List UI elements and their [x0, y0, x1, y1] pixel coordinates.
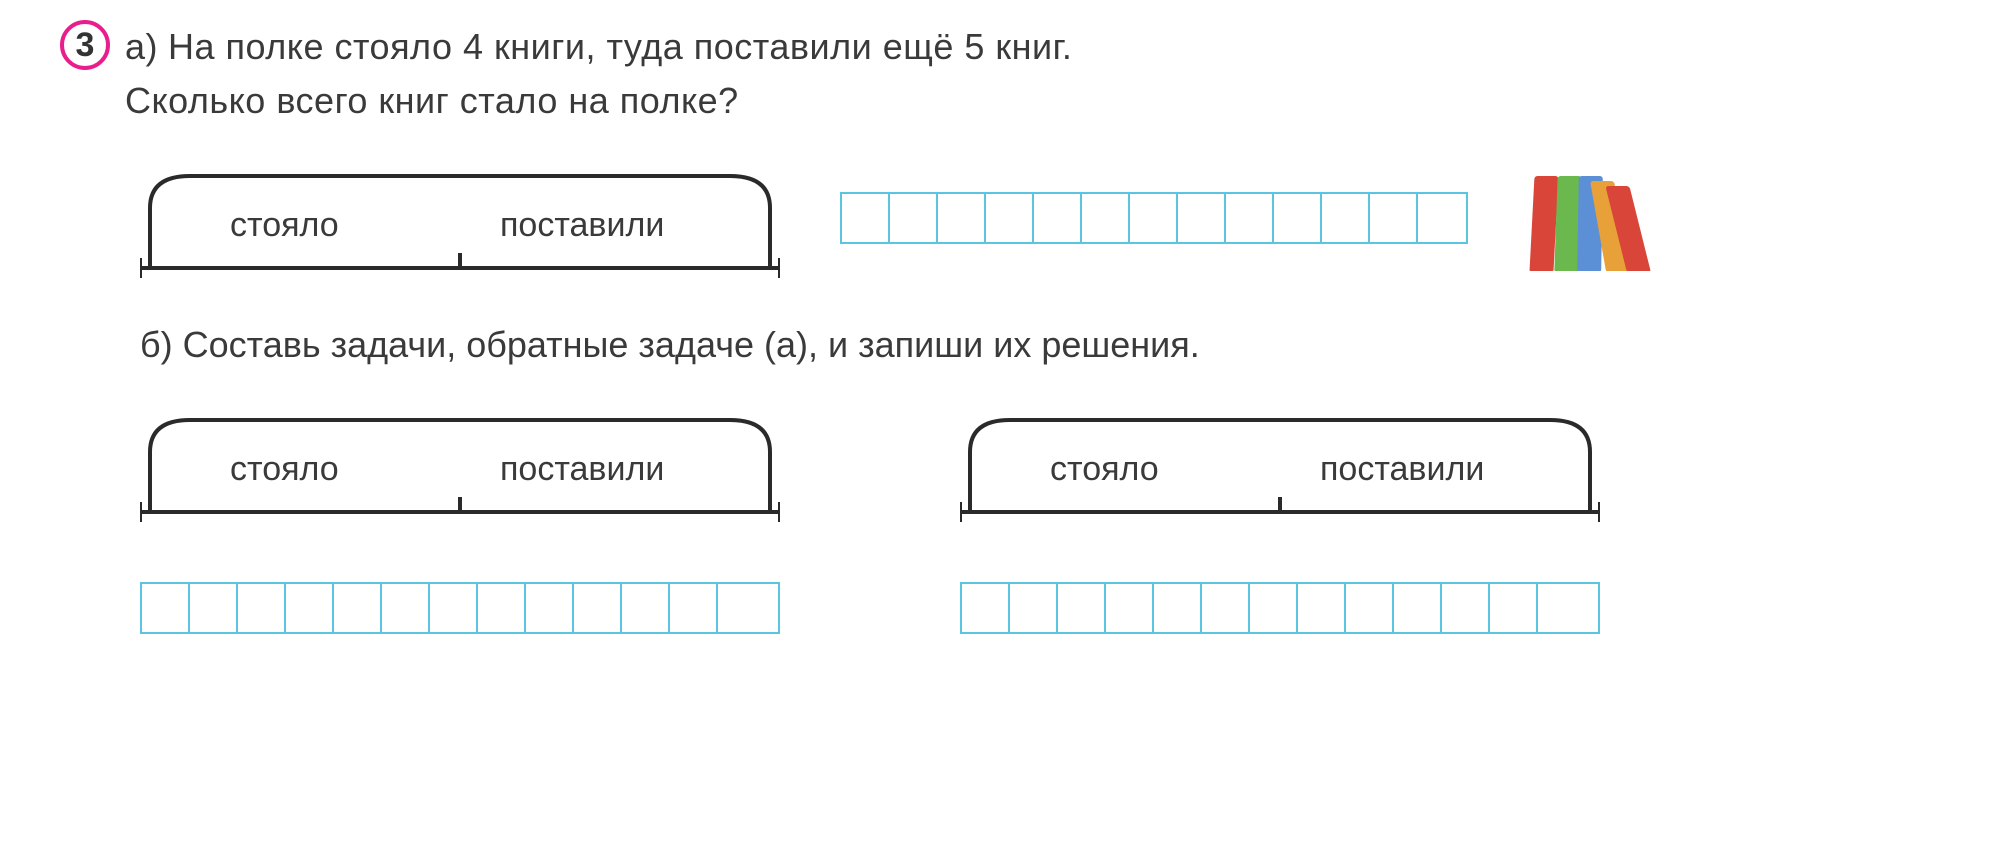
grid-cell[interactable] — [718, 584, 766, 632]
answer-grid-b2[interactable] — [960, 582, 1600, 634]
grid-cell[interactable] — [574, 584, 622, 632]
grid-cell[interactable] — [1442, 584, 1490, 632]
grid-cell[interactable] — [334, 584, 382, 632]
bracket-label-left-b1: стояло — [230, 444, 339, 495]
grid-cell[interactable] — [1178, 194, 1226, 242]
books-icon — [1528, 163, 1638, 273]
answer-grid-b1[interactable] — [140, 582, 780, 634]
problem-text-a: а) На полке стояло 4 книги, туда постави… — [125, 20, 1072, 128]
answer-grid-a[interactable] — [840, 192, 1468, 244]
bracket-label-right-a: поставили — [500, 200, 664, 251]
grid-cell[interactable] — [1394, 584, 1442, 632]
grid-cell[interactable] — [1058, 584, 1106, 632]
grid-cell[interactable] — [430, 584, 478, 632]
bracket-diagram-a: стояло поставили — [140, 158, 780, 278]
grid-cell[interactable] — [1202, 584, 1250, 632]
bottom-row: стояло поставили — [140, 402, 1934, 634]
bracket-label-right-b2: поставили — [1320, 444, 1484, 495]
grid-cell[interactable] — [190, 584, 238, 632]
grid-cell[interactable] — [1154, 584, 1202, 632]
part-b-prefix: б) — [140, 324, 173, 365]
grid-cell[interactable] — [286, 584, 334, 632]
grid-cell[interactable] — [1250, 584, 1298, 632]
grid-cell[interactable] — [1226, 194, 1274, 242]
problem-row-a: 3 а) На полке стояло 4 книги, туда поста… — [60, 20, 1934, 128]
diagram-area-a: стояло поставили — [140, 158, 1934, 278]
grid-cell[interactable] — [238, 584, 286, 632]
grid-cell[interactable] — [1274, 194, 1322, 242]
grid-cell[interactable] — [1370, 194, 1418, 242]
bracket-label-right-b1: поставили — [500, 444, 664, 495]
grid-cell[interactable] — [478, 584, 526, 632]
grid-cell[interactable] — [1106, 584, 1154, 632]
exercise-number-badge: 3 — [60, 20, 110, 70]
bracket-diagram-b2: стояло поставили — [960, 402, 1600, 522]
bracket-diagram-b1: стояло поставили — [140, 402, 780, 522]
section-a: 3 а) На полке стояло 4 книги, туда поста… — [60, 20, 1934, 278]
grid-cell[interactable] — [1490, 584, 1538, 632]
bottom-column-left: стояло поставили — [140, 402, 780, 634]
grid-cell[interactable] — [1034, 194, 1082, 242]
part-a-line1: На полке стояло 4 книги, туда поставили … — [168, 26, 1072, 67]
grid-cell[interactable] — [382, 584, 430, 632]
grid-cell[interactable] — [142, 584, 190, 632]
part-b-text-row: б) Составь задачи, обратные задаче (а), … — [140, 318, 1934, 372]
part-a-line2: Сколько всего книг стало на полке? — [125, 80, 739, 121]
grid-cell[interactable] — [1346, 584, 1394, 632]
grid-cell[interactable] — [622, 584, 670, 632]
grid-cell[interactable] — [1322, 194, 1370, 242]
section-b: б) Составь задачи, обратные задаче (а), … — [140, 318, 1934, 634]
bottom-column-right: стояло поставили — [960, 402, 1600, 634]
grid-cell[interactable] — [842, 194, 890, 242]
bracket-label-left-a: стояло — [230, 200, 339, 251]
grid-cell[interactable] — [670, 584, 718, 632]
grid-cell[interactable] — [1418, 194, 1466, 242]
grid-cell[interactable] — [986, 194, 1034, 242]
grid-cell[interactable] — [1010, 584, 1058, 632]
part-a-prefix: а) — [125, 26, 158, 67]
grid-cell[interactable] — [938, 194, 986, 242]
grid-cell[interactable] — [526, 584, 574, 632]
grid-cell[interactable] — [890, 194, 938, 242]
grid-cell[interactable] — [1130, 194, 1178, 242]
grid-cell[interactable] — [962, 584, 1010, 632]
grid-cell[interactable] — [1082, 194, 1130, 242]
bracket-label-left-b2: стояло — [1050, 444, 1159, 495]
grid-cell[interactable] — [1538, 584, 1586, 632]
part-b-text: Составь задачи, обратные задаче (а), и з… — [183, 324, 1200, 365]
grid-cell[interactable] — [1298, 584, 1346, 632]
